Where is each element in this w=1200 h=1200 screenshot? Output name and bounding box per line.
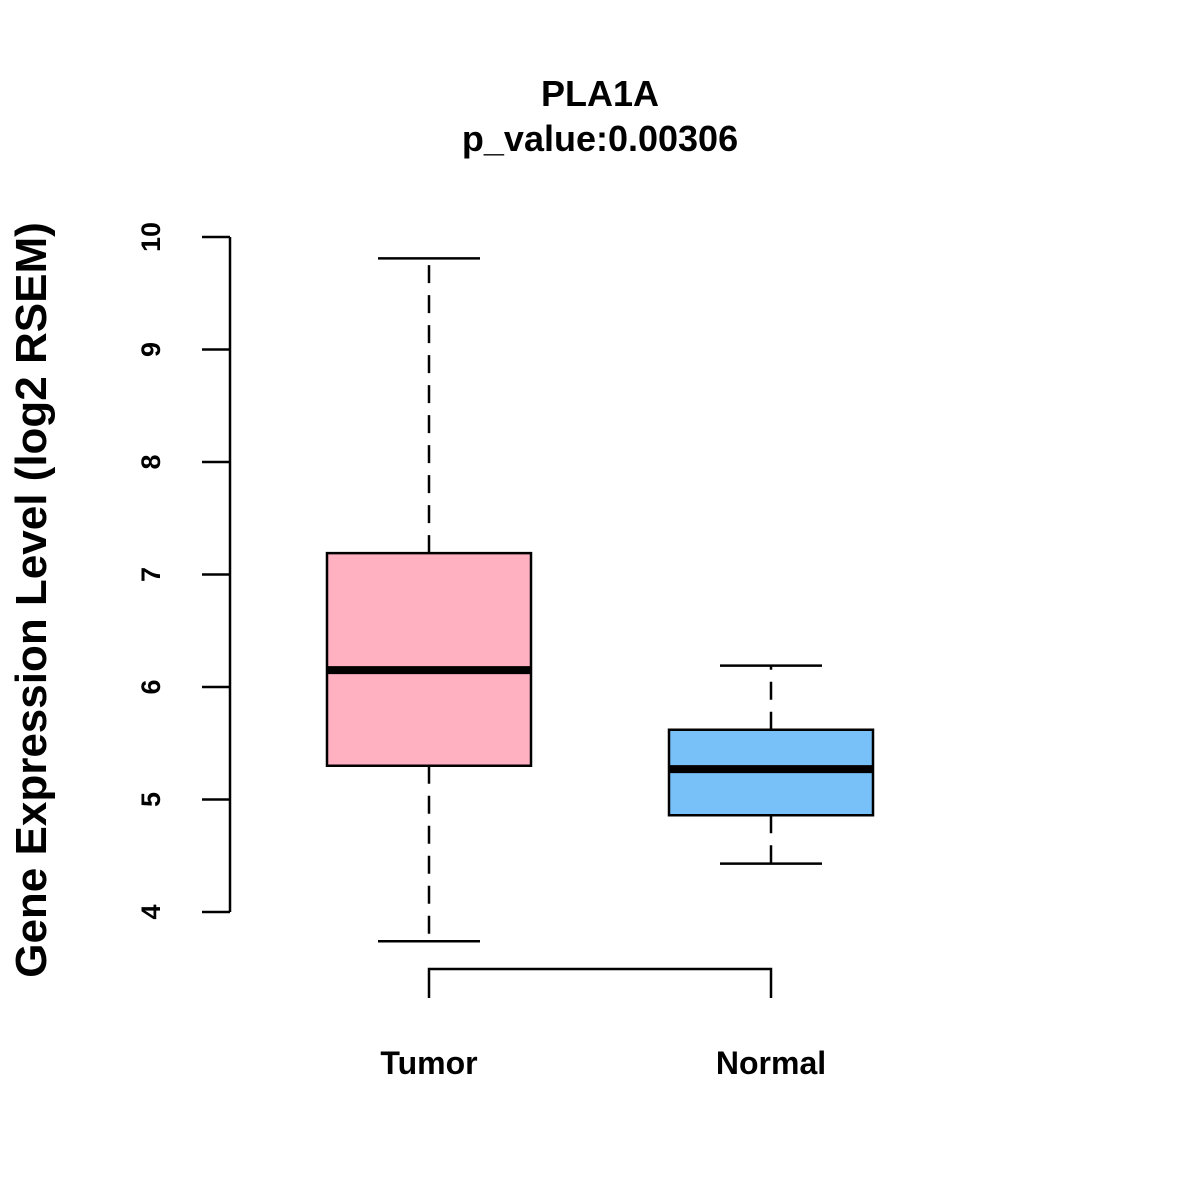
chart-title: PLA1A (541, 73, 659, 114)
category-label-tumor: Tumor (380, 1045, 477, 1081)
y-tick-label-7: 7 (136, 567, 166, 582)
y-tick-label-4: 4 (136, 904, 166, 919)
y-axis: 4 5 6 7 8 9 10 (136, 222, 232, 920)
box-tumor (325, 257, 533, 943)
y-tick-label-5: 5 (136, 792, 166, 807)
y-tick-label-8: 8 (136, 454, 166, 469)
iqr-box-tumor (325, 551, 533, 767)
bracket-line (427, 967, 773, 998)
chart-subtitle: p_value:0.00306 (462, 118, 738, 159)
category-label-normal: Normal (716, 1045, 826, 1081)
box-normal (667, 664, 875, 865)
y-tick-label-9: 9 (136, 342, 166, 357)
boxes-group (325, 257, 875, 943)
y-axis-label: Gene Expression Level (log2 RSEM) (7, 222, 56, 978)
x-axis-labels: Tumor Normal (380, 1045, 826, 1081)
y-tick-label-10: 10 (136, 222, 166, 252)
comparison-bracket (427, 967, 773, 998)
y-tick-label-6: 6 (136, 679, 166, 694)
